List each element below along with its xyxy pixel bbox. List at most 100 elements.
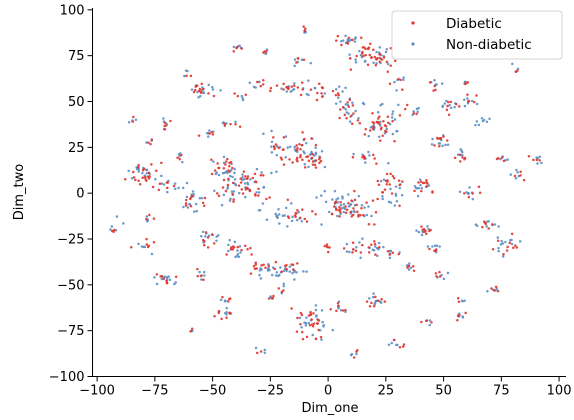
y-tick-label: −100 [49,370,85,385]
data-point [273,267,276,271]
data-point [314,337,318,340]
data-point [411,265,415,268]
data-point [189,196,193,199]
data-point [234,120,237,124]
data-point [259,350,263,353]
data-point [254,86,257,89]
data-point [251,176,255,180]
data-point [341,39,345,42]
data-point [227,177,230,181]
data-point [190,88,194,91]
data-point [461,156,464,159]
data-point [282,284,285,288]
data-point [303,29,307,33]
data-point [261,174,265,177]
data-point [235,254,239,258]
data-point [386,70,390,74]
data-point [345,208,349,212]
data-point [372,153,375,157]
data-point [367,246,370,249]
data-point [363,133,367,136]
data-point [217,309,221,313]
data-point [377,117,380,120]
data-point [299,155,302,159]
data-point [353,198,357,202]
data-point [506,158,509,161]
data-point [137,163,140,167]
data-point [336,96,340,99]
data-point [285,267,288,271]
data-point [134,118,138,121]
data-point [253,193,257,196]
data-point [347,205,351,208]
data-point [337,304,340,308]
data-point [290,219,294,223]
data-point [314,304,318,307]
data-point [339,108,342,111]
data-point [136,166,140,169]
data-point [248,81,252,85]
data-point [325,243,329,246]
data-point [412,112,416,115]
data-point [141,176,144,180]
data-point [261,83,265,86]
data-point [431,137,434,141]
data-point [402,78,405,82]
data-point [208,129,211,132]
data-point [203,240,206,243]
data-point [383,188,387,191]
data-point [345,111,349,114]
data-point [443,102,447,105]
data-point [272,294,275,298]
legend-label-diabetic: Diabetic [446,16,502,32]
data-point [464,311,467,315]
y-tick-label: −50 [57,278,84,293]
data-point [477,185,481,188]
data-point [226,157,229,161]
data-point [224,189,228,193]
data-point [356,119,360,122]
data-point [388,122,392,126]
data-point [458,190,462,193]
data-point [345,116,348,120]
data-point [493,223,497,226]
data-point [424,229,427,233]
data-point [493,289,496,292]
data-point [415,187,419,190]
data-point [153,276,156,279]
data-point [294,211,298,215]
data-point [299,147,302,151]
data-point [388,183,392,186]
data-point [226,171,229,174]
data-point [323,165,327,169]
data-point [333,189,337,193]
data-point [383,300,387,303]
data-point [527,155,531,158]
data-point [365,201,368,204]
data-point [211,85,214,89]
data-point [355,54,358,58]
data-point [425,319,429,322]
data-point [362,213,365,217]
data-point [320,223,323,226]
data-point [314,146,317,150]
data-point [181,186,185,190]
data-point [238,125,242,129]
data-point [134,178,137,182]
data-point [407,264,411,268]
data-point [441,144,444,148]
data-point [264,266,267,269]
data-point [228,170,231,174]
data-point [165,281,169,285]
data-point [398,186,401,190]
data-point [471,192,474,195]
data-point [302,58,306,61]
data-point [301,337,305,341]
data-point [501,255,505,258]
data-point [255,167,259,171]
data-point [337,209,341,212]
data-point [194,202,198,206]
data-point [397,103,400,107]
data-point [356,210,359,213]
data-point [219,89,222,92]
